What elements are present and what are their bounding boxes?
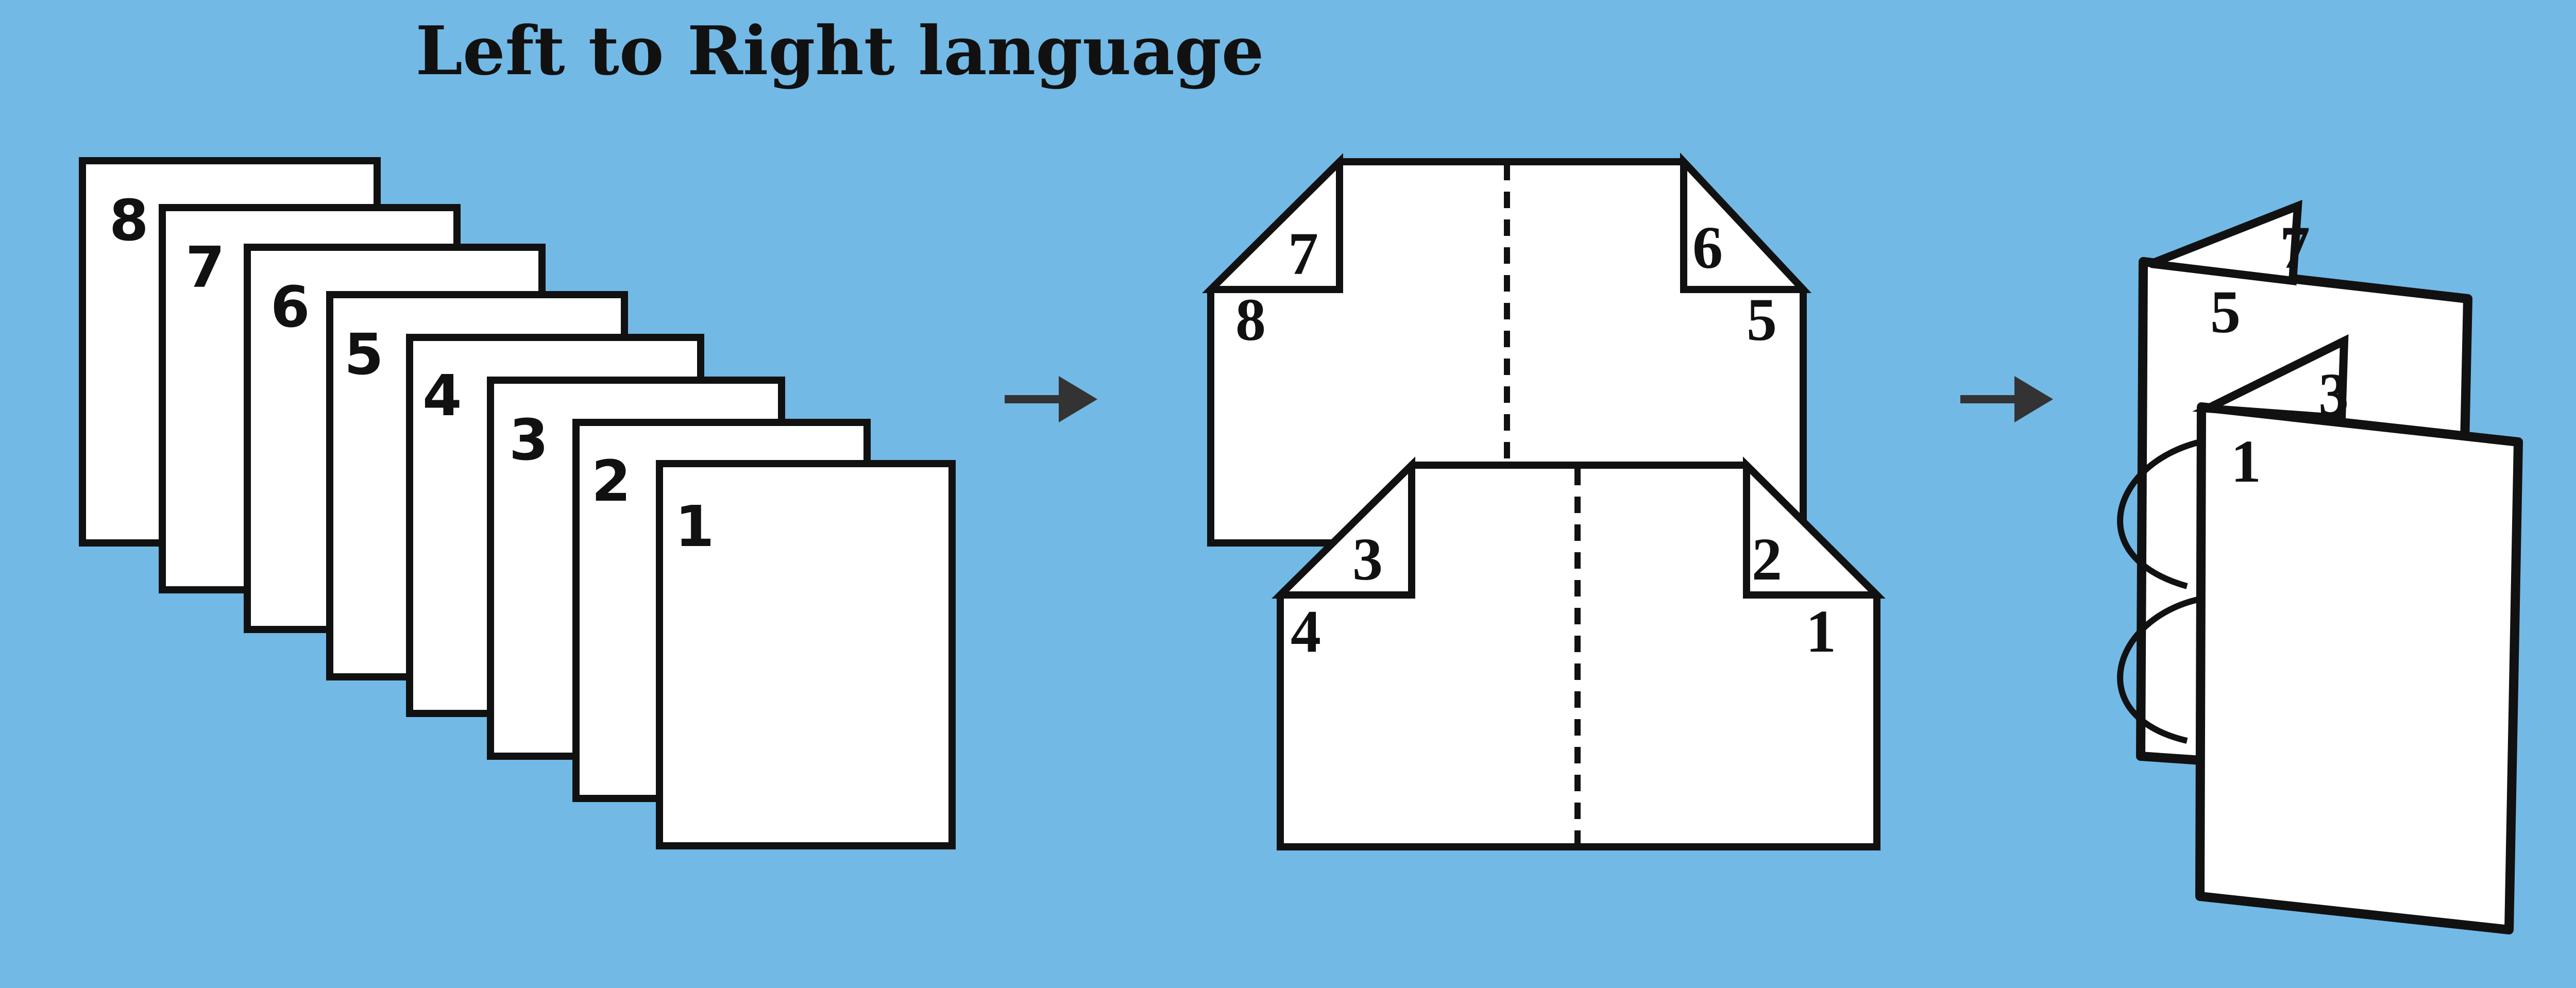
booklet-back-flap-number: 7 xyxy=(2280,214,2310,281)
stack-number-2: 2 xyxy=(591,448,631,514)
front-left-flap-number: 3 xyxy=(1352,525,1383,593)
folded-sheet-front: 3 4 2 1 xyxy=(1271,456,1886,850)
stack-number-7: 7 xyxy=(185,234,225,300)
stack-number-8: 8 xyxy=(109,188,149,253)
stack-page-1: 1 xyxy=(656,460,956,849)
folded-sheet-back: 7 8 6 5 xyxy=(1202,152,1812,547)
stack-number-5: 5 xyxy=(344,321,384,387)
booklet: 7 5 3 1 xyxy=(2117,199,2523,934)
front-right-flap-number: 2 xyxy=(1752,525,1782,593)
front-right-corner-number: 1 xyxy=(1806,598,1836,665)
back-left-corner-number: 8 xyxy=(1235,286,1266,353)
arrow-right-icon xyxy=(1005,376,1097,422)
booklet-front-page-number: 1 xyxy=(2231,428,2261,495)
booklet-front-flap-number: 3 xyxy=(2318,361,2349,428)
stack-number-3: 3 xyxy=(509,407,549,473)
booklet-back-page-number: 5 xyxy=(2210,278,2241,346)
back-left-flap-number: 7 xyxy=(1288,220,1318,287)
page-stack: 8 7 6 5 4 3 2 xyxy=(79,157,956,849)
booklet-front-page: 3 1 xyxy=(2192,334,2523,934)
diagram-title: Left to Right language xyxy=(415,11,1264,90)
folded-sheets: 7 8 6 5 3 4 2 1 xyxy=(1202,152,1886,850)
binding-rings xyxy=(2117,439,2201,744)
back-right-corner-number: 5 xyxy=(1747,286,1777,353)
arrow-right-icon xyxy=(1960,376,2053,422)
back-right-flap-number: 6 xyxy=(1692,214,1723,281)
front-left-corner-number: 4 xyxy=(1291,598,1321,665)
stack-number-1: 1 xyxy=(675,493,715,559)
stack-number-6: 6 xyxy=(270,274,310,340)
stack-number-4: 4 xyxy=(422,363,462,429)
